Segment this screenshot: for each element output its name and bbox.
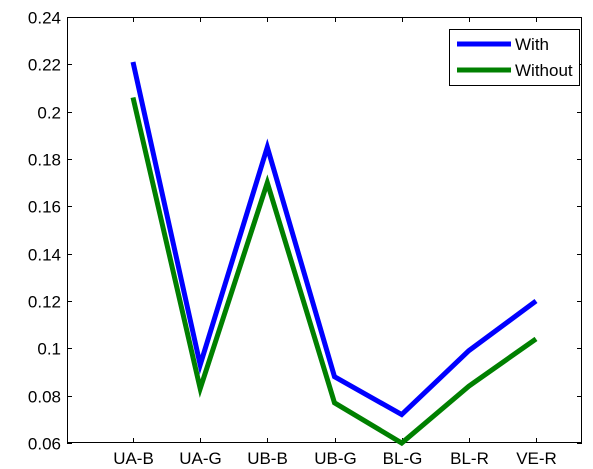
y-tick-label: 0.24 [28,9,61,28]
series-layer [130,61,538,447]
legend-box [449,29,580,86]
x-tick-label: BL-R [450,449,489,468]
y-tick-label: 0.18 [28,151,61,170]
legend-item-with: With [457,35,549,54]
x-tick-label: UB-B [247,449,288,468]
y-tick-label: 0.16 [28,198,61,217]
series-with [130,61,538,418]
y-tick-label: 0.1 [37,340,61,359]
y-tick-label: 0.08 [28,388,61,407]
x-axis: UA-B UA-G UB-B UB-G BL-G BL-R VE-R [113,17,557,468]
x-tick-label: UA-G [179,449,222,468]
x-tick-label: UB-G [314,449,357,468]
legend: With Without [449,29,580,86]
legend-item-without: Without [457,61,573,80]
y-tick-label: 0.12 [28,293,61,312]
legend-label: Without [515,61,573,80]
legend-label: With [515,35,549,54]
y-tick-label: 0.06 [28,435,61,454]
y-axis: 0.06 0.08 0.1 0.12 0.14 0.16 0.18 0.2 0.22 0.24 [28,9,582,454]
y-tick-label: 0.14 [28,246,61,265]
x-tick-label: BL-G [383,449,423,468]
x-tick-label: UA-B [113,449,154,468]
y-tick-label: 0.2 [37,104,61,123]
series-without [130,96,538,447]
x-tick-label: VE-R [516,449,557,468]
y-tick-label: 0.22 [28,56,61,75]
